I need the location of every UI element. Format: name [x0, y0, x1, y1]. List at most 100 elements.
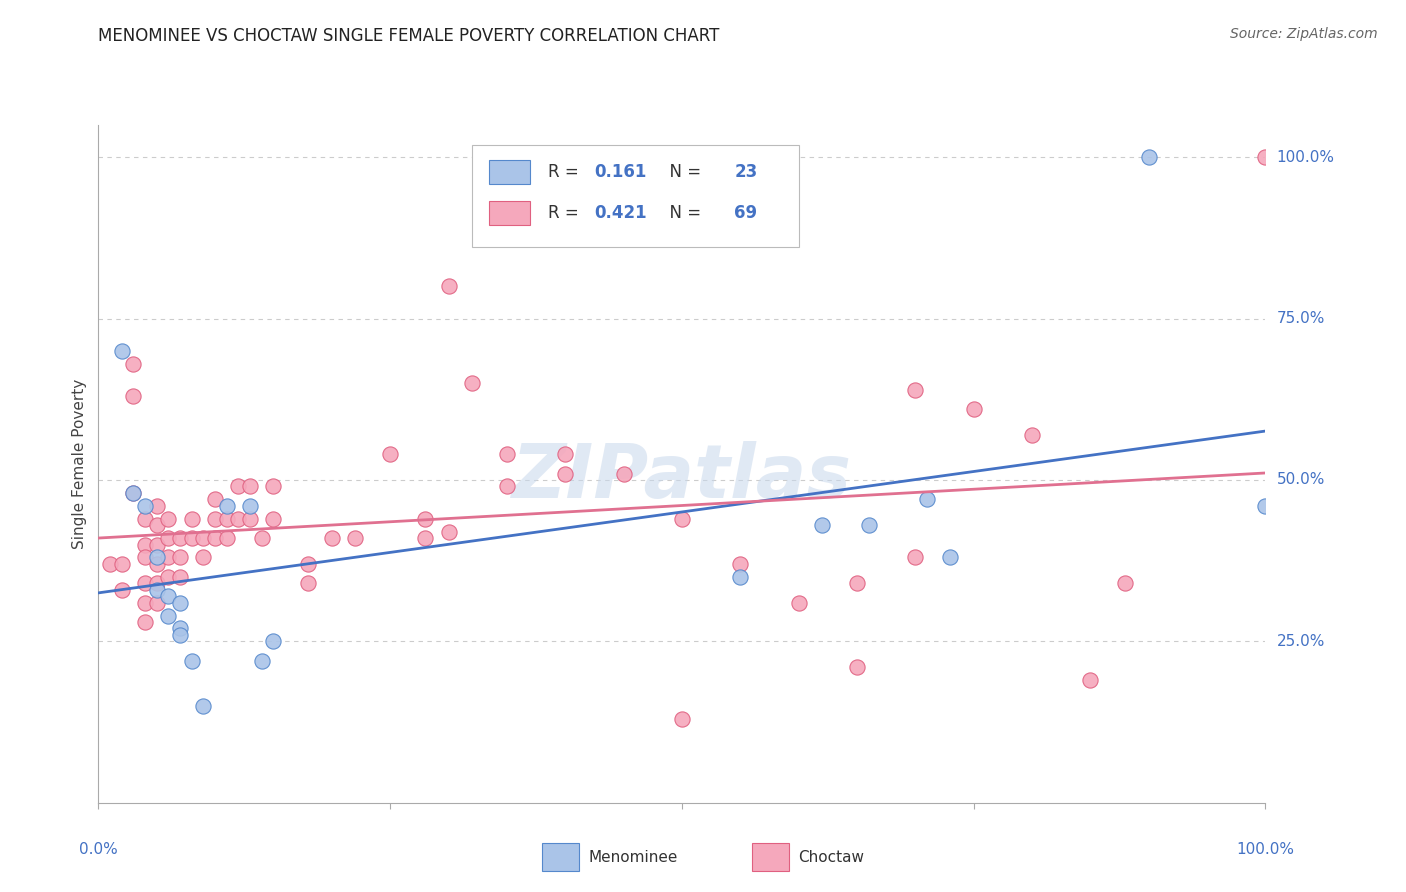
Point [1254, 499, 1277, 513]
Text: 0.0%: 0.0% [79, 842, 118, 856]
Text: 0.161: 0.161 [595, 163, 647, 181]
Text: 69: 69 [734, 204, 758, 222]
Point [157, 570, 180, 584]
Point [1254, 150, 1277, 164]
Point [344, 531, 367, 545]
Point [157, 531, 180, 545]
Point [461, 376, 484, 391]
Point [134, 512, 156, 526]
Point [297, 557, 319, 571]
Point [671, 512, 693, 526]
Point [612, 467, 634, 481]
Point [98, 557, 121, 571]
Point [1137, 150, 1160, 164]
Point [1021, 427, 1043, 442]
Text: Source: ZipAtlas.com: Source: ZipAtlas.com [1230, 27, 1378, 41]
Point [1114, 576, 1136, 591]
Point [228, 479, 250, 493]
Point [134, 576, 156, 591]
Point [811, 518, 834, 533]
Point [146, 557, 169, 571]
Point [169, 628, 191, 642]
Point [939, 550, 962, 565]
Point [215, 512, 238, 526]
Text: MENOMINEE VS CHOCTAW SINGLE FEMALE POVERTY CORRELATION CHART: MENOMINEE VS CHOCTAW SINGLE FEMALE POVER… [98, 27, 720, 45]
Point [262, 634, 284, 648]
Point [437, 279, 460, 293]
Point [180, 512, 202, 526]
Point [250, 654, 273, 668]
Text: R =: R = [548, 163, 583, 181]
Point [122, 389, 145, 403]
Point [134, 550, 156, 565]
Point [111, 582, 134, 597]
Point [146, 550, 169, 565]
Point [180, 531, 202, 545]
Point [904, 383, 927, 397]
Point [787, 596, 810, 610]
Point [146, 537, 169, 551]
Point [134, 596, 156, 610]
Point [239, 512, 262, 526]
Point [111, 557, 134, 571]
Point [169, 531, 191, 545]
Point [215, 499, 238, 513]
FancyBboxPatch shape [752, 844, 789, 871]
Point [111, 343, 134, 358]
Text: 100.0%: 100.0% [1236, 842, 1295, 856]
Point [169, 570, 191, 584]
Point [915, 492, 938, 507]
Point [146, 596, 169, 610]
Text: 25.0%: 25.0% [1277, 634, 1324, 648]
Point [250, 531, 273, 545]
FancyBboxPatch shape [489, 161, 530, 185]
Point [146, 499, 169, 513]
Point [204, 492, 226, 507]
Point [495, 447, 517, 461]
Text: 50.0%: 50.0% [1277, 473, 1324, 488]
Point [157, 512, 180, 526]
Point [730, 557, 752, 571]
Point [554, 447, 576, 461]
Point [554, 467, 576, 481]
Point [204, 531, 226, 545]
Point [413, 512, 436, 526]
Text: Choctaw: Choctaw [799, 849, 865, 864]
Point [730, 570, 752, 584]
Point [262, 479, 284, 493]
Point [157, 608, 180, 623]
FancyBboxPatch shape [541, 844, 579, 871]
Point [228, 512, 250, 526]
Text: 0.421: 0.421 [595, 204, 647, 222]
Point [193, 698, 215, 713]
Text: R =: R = [548, 204, 583, 222]
Point [671, 712, 693, 726]
Point [134, 499, 156, 513]
Point [146, 582, 169, 597]
Point [122, 357, 145, 371]
Point [169, 622, 191, 636]
Text: N =: N = [658, 204, 706, 222]
Point [193, 550, 215, 565]
Point [180, 654, 202, 668]
Point [169, 596, 191, 610]
Point [413, 531, 436, 545]
Point [239, 499, 262, 513]
FancyBboxPatch shape [472, 145, 799, 247]
Point [495, 479, 517, 493]
Point [134, 537, 156, 551]
Point [215, 531, 238, 545]
Point [845, 660, 868, 674]
Text: N =: N = [658, 163, 706, 181]
Point [146, 576, 169, 591]
Text: Menominee: Menominee [589, 849, 678, 864]
Point [122, 486, 145, 500]
Point [858, 518, 880, 533]
Point [193, 531, 215, 545]
Text: 23: 23 [734, 163, 758, 181]
Point [239, 479, 262, 493]
FancyBboxPatch shape [489, 201, 530, 225]
Point [962, 401, 984, 416]
Point [321, 531, 343, 545]
Point [146, 518, 169, 533]
